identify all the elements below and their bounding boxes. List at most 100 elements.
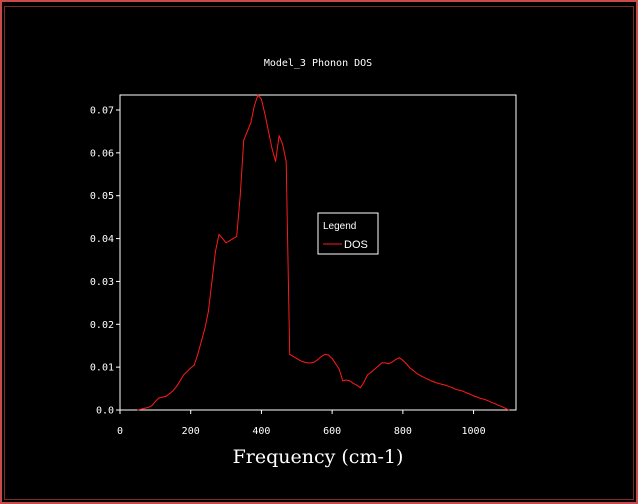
data-point xyxy=(469,393,471,395)
data-point xyxy=(154,400,156,402)
y-tick-label: 0.02 xyxy=(90,320,114,331)
data-point xyxy=(271,148,273,150)
data-point xyxy=(186,370,188,372)
legend-box xyxy=(317,212,379,255)
data-point xyxy=(303,361,305,363)
data-point xyxy=(444,384,446,386)
data-point xyxy=(480,397,482,399)
data-point xyxy=(232,238,234,240)
data-point xyxy=(370,371,372,373)
data-point xyxy=(222,238,224,240)
data-point xyxy=(176,385,178,387)
data-point xyxy=(147,406,149,408)
data-point xyxy=(324,353,326,355)
data-point xyxy=(494,403,496,405)
data-point xyxy=(434,381,436,383)
data-point xyxy=(363,381,365,383)
y-axis: 0.0 0.01 0.02 0.03 0.04 0.05 0.06 0.07 xyxy=(90,106,120,417)
data-point xyxy=(345,379,347,381)
data-point xyxy=(299,360,301,362)
data-point xyxy=(275,160,277,162)
data-point xyxy=(317,358,319,360)
data-point xyxy=(466,392,467,394)
data-point xyxy=(342,380,344,382)
data-point xyxy=(214,250,216,252)
data-point xyxy=(144,407,146,409)
x-tick-label: 400 xyxy=(252,426,270,437)
data-point xyxy=(190,367,192,369)
y-tick-label: 0.04 xyxy=(90,234,114,245)
data-point xyxy=(207,310,209,312)
data-point xyxy=(260,98,262,100)
data-point xyxy=(405,363,407,365)
chart-title: Model_3 Phonon DOS xyxy=(264,58,372,69)
data-point xyxy=(349,380,351,382)
series-line-dos xyxy=(137,94,510,411)
data-point xyxy=(268,130,269,132)
data-point xyxy=(391,361,393,363)
data-point xyxy=(278,135,280,137)
data-point xyxy=(310,362,312,364)
data-point xyxy=(243,139,245,141)
data-point xyxy=(172,390,174,392)
data-point xyxy=(137,409,139,411)
data-point xyxy=(165,395,167,397)
data-point xyxy=(151,405,153,407)
x-tick-label: 0 xyxy=(117,426,123,437)
y-tick-label: 0.03 xyxy=(90,277,114,288)
data-point xyxy=(193,364,195,366)
data-point xyxy=(321,355,323,357)
data-point xyxy=(458,389,460,391)
data-point xyxy=(331,358,333,360)
x-axis-label: Frequency (cm-1) xyxy=(233,446,404,468)
y-tick-label: 0.0 xyxy=(96,406,114,417)
data-point xyxy=(381,362,383,364)
data-point xyxy=(412,370,414,372)
y-tick-label: 0.01 xyxy=(90,363,114,374)
data-point xyxy=(229,240,231,242)
data-point xyxy=(140,408,142,410)
data-point xyxy=(158,397,160,399)
data-point xyxy=(179,380,181,382)
data-point xyxy=(437,382,439,384)
x-tick-label: 800 xyxy=(394,426,412,437)
data-point xyxy=(352,382,354,384)
data-point xyxy=(423,376,425,378)
data-point xyxy=(483,398,485,400)
data-point xyxy=(501,406,503,408)
legend: Legend DOS xyxy=(317,212,379,255)
data-point xyxy=(328,354,330,356)
data-point xyxy=(473,395,475,397)
data-point xyxy=(218,233,220,235)
data-point xyxy=(430,380,432,382)
data-point xyxy=(508,409,510,411)
data-point xyxy=(250,122,252,124)
data-point xyxy=(236,235,238,237)
data-point xyxy=(487,400,489,402)
data-point xyxy=(183,374,185,376)
data-point xyxy=(292,355,294,357)
data-point xyxy=(296,358,298,360)
data-point xyxy=(377,365,379,367)
data-point xyxy=(451,387,453,389)
y-tick-label: 0.07 xyxy=(90,106,114,117)
y-tick-label: 0.06 xyxy=(90,148,114,159)
x-tick-label: 600 xyxy=(323,426,341,437)
data-point xyxy=(239,195,241,197)
data-point xyxy=(490,401,492,403)
data-point xyxy=(289,353,291,355)
data-point xyxy=(374,368,376,370)
data-point xyxy=(462,390,464,392)
legend-label-dos: DOS xyxy=(344,239,368,251)
series-group xyxy=(137,94,510,411)
data-point xyxy=(285,160,287,162)
data-point xyxy=(161,396,163,398)
y-tick-label: 0.05 xyxy=(90,191,114,202)
data-point xyxy=(476,396,478,398)
data-point xyxy=(420,375,422,377)
plot-window-inner-frame xyxy=(4,6,634,500)
data-point xyxy=(313,361,315,363)
x-tick-label: 1000 xyxy=(462,426,486,437)
data-point xyxy=(504,407,506,409)
